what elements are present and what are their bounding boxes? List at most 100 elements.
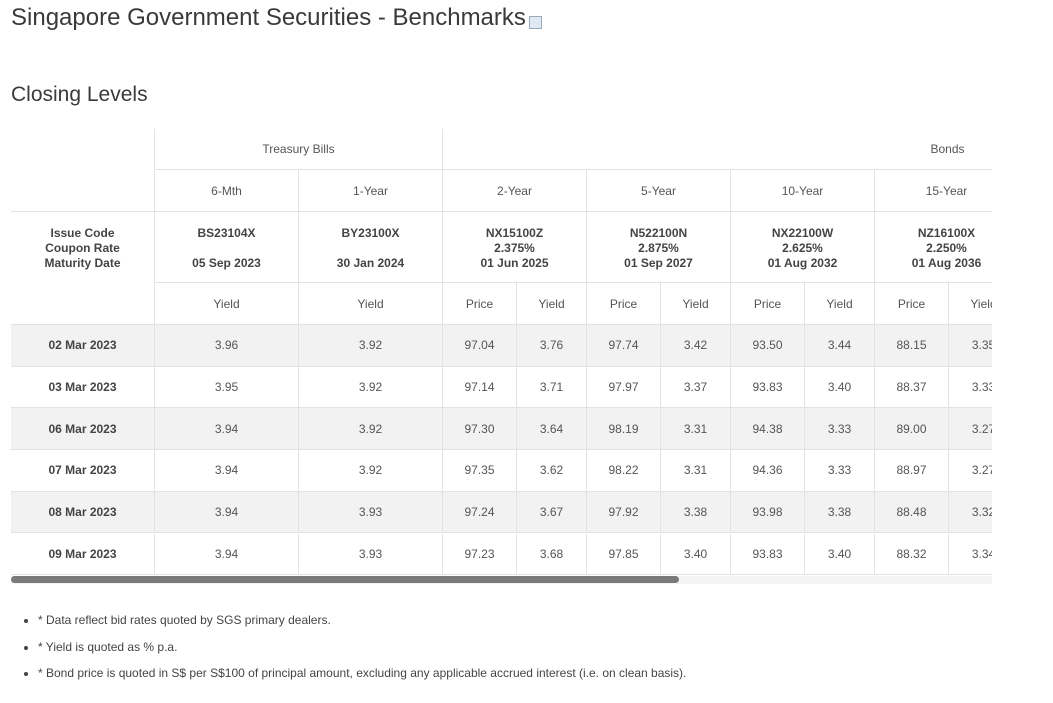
value-cell: 89.00	[875, 408, 949, 451]
value-cell: 3.33	[805, 450, 875, 492]
value-cell: 97.97	[587, 366, 661, 409]
issue-code: NX22100W	[771, 226, 834, 240]
blank-cell	[11, 129, 155, 212]
tenor-header: 5-Year	[587, 170, 731, 212]
issue-cell: N522100N 2.875% 01 Sep 2027	[587, 212, 731, 283]
value-cell: 97.74	[587, 325, 661, 367]
issue-code: N522100N	[629, 226, 688, 240]
measure-header: Price	[587, 283, 661, 325]
value-cell: 97.85	[587, 533, 661, 576]
value-cell: 3.33	[805, 408, 875, 451]
value-cell: 3.94	[155, 450, 299, 492]
value-cell: 3.40	[805, 366, 875, 409]
issue-label: Issue Code	[50, 226, 115, 240]
value-cell: 3.92	[299, 408, 443, 451]
value-cell: 3.38	[661, 491, 731, 534]
maturity-date: 01 Aug 2036	[911, 256, 982, 270]
value-cell: 3.94	[155, 533, 299, 576]
value-cell: 3.31	[661, 450, 731, 492]
issue-code: NX15100Z	[485, 226, 544, 240]
value-cell: 97.92	[587, 491, 661, 534]
issue-code: BY23100X	[341, 226, 400, 240]
value-cell: 3.64	[517, 408, 587, 451]
value-cell: 3.68	[517, 533, 587, 576]
measure-header: Price	[731, 283, 805, 325]
value-cell: 88.48	[875, 491, 949, 534]
value-cell: 3.32	[949, 491, 992, 534]
issue-label-cell: Issue Code Coupon Rate Maturity Date	[11, 212, 155, 325]
measure-header: Price	[875, 283, 949, 325]
value-cell: 97.24	[443, 491, 517, 534]
measure-header: Yield	[155, 283, 299, 325]
issue-code: NZ16100X	[917, 226, 976, 240]
benchmark-table: Issue Code Coupon Rate Maturity Date Treasu…	[11, 129, 992, 576]
coupon-rate: 2.625%	[782, 241, 823, 255]
value-cell: 3.31	[661, 408, 731, 451]
date-cell: 02 Mar 2023	[11, 325, 155, 367]
value-cell: 3.42	[661, 325, 731, 367]
value-cell: 94.36	[731, 450, 805, 492]
value-cell: 3.27	[949, 450, 992, 492]
value-cell: 3.92	[299, 325, 443, 367]
value-cell: 93.83	[731, 533, 805, 576]
value-cell: 3.40	[805, 533, 875, 576]
issue-cell: NZ16100X 2.250% 01 Aug 2036	[875, 212, 992, 283]
coupon-rate: 2.875%	[638, 241, 679, 255]
value-cell: 97.14	[443, 366, 517, 409]
issue-cell: BS23104X 05 Sep 2023	[155, 212, 299, 283]
value-cell: 3.62	[517, 450, 587, 492]
value-cell: 3.93	[299, 533, 443, 576]
measure-header: Yield	[299, 283, 443, 325]
tenor-header: 2-Year	[443, 170, 587, 212]
group-header: Treasury Bills	[155, 129, 443, 170]
value-cell: 97.35	[443, 450, 517, 492]
maturity-date: 01 Sep 2027	[624, 256, 693, 270]
value-cell: 3.34	[949, 534, 992, 576]
measure-header: Yield	[949, 283, 992, 325]
value-cell: 3.94	[155, 491, 299, 534]
issue-code: BS23104X	[197, 226, 256, 240]
value-cell: 88.15	[875, 325, 949, 367]
date-cell: 08 Mar 2023	[11, 491, 155, 534]
value-cell: 3.94	[155, 408, 299, 451]
value-cell: 3.40	[661, 533, 731, 576]
group-header: Bonds	[443, 129, 992, 170]
value-cell: 93.50	[731, 325, 805, 367]
tenor-header: 15-Year	[875, 170, 992, 212]
measure-header: Yield	[661, 283, 731, 325]
tenor-header: 6-Mth	[155, 170, 299, 212]
value-cell: 3.93	[299, 491, 443, 534]
issue-label: Maturity Date	[44, 256, 121, 270]
tenor-header: 10-Year	[731, 170, 875, 212]
issue-cell: NX15100Z 2.375% 01 Jun 2025	[443, 212, 587, 283]
value-cell: 3.33	[949, 367, 992, 409]
issue-label: Coupon Rate	[45, 241, 120, 255]
maturity-date: 01 Jun 2025	[480, 256, 549, 270]
date-cell: 07 Mar 2023	[11, 450, 155, 492]
note: * Bond price is quoted in S$ per S$100 o…	[38, 661, 686, 688]
value-cell: 97.04	[443, 325, 517, 367]
value-cell: 88.32	[875, 533, 949, 576]
value-cell: 97.23	[443, 533, 517, 576]
value-cell: 3.37	[661, 366, 731, 409]
value-cell: 88.97	[875, 450, 949, 492]
date-cell: 09 Mar 2023	[11, 533, 155, 576]
value-cell: 88.37	[875, 366, 949, 409]
section-title: Closing Levels	[11, 83, 148, 106]
issue-cell: BY23100X 30 Jan 2024	[299, 212, 443, 283]
value-cell: 3.67	[517, 491, 587, 534]
issue-cell: NX22100W 2.625% 01 Aug 2032	[731, 212, 875, 283]
value-cell: 3.38	[805, 491, 875, 534]
scrollbar-thumb[interactable]	[11, 576, 679, 583]
note: * Yield is quoted as % p.a.	[38, 635, 686, 662]
value-cell: 3.92	[299, 366, 443, 409]
value-cell: 97.30	[443, 408, 517, 451]
value-cell: 3.92	[299, 450, 443, 492]
export-icon[interactable]	[529, 16, 542, 29]
notes: * Data reflect bid rates quoted by SGS p…	[0, 608, 686, 688]
value-cell: 3.76	[517, 325, 587, 367]
coupon-rate: 2.375%	[494, 241, 535, 255]
maturity-date: 30 Jan 2024	[336, 256, 405, 270]
value-cell: 98.19	[587, 408, 661, 451]
coupon-rate: 2.250%	[926, 241, 967, 255]
